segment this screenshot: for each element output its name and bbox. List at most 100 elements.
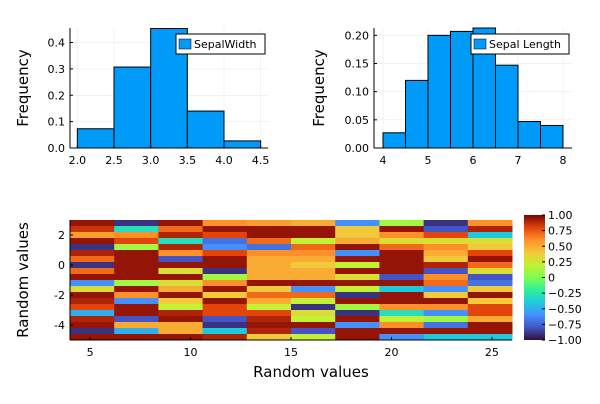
heatmap-cell: [467, 292, 513, 299]
x-tick-label: 5: [425, 154, 432, 167]
histogram-bar: [495, 64, 519, 149]
heatmap-cell: [158, 238, 204, 245]
heatmap-cell: [335, 304, 380, 311]
heatmap-cell: [467, 316, 513, 323]
heatmap-cell: [291, 226, 336, 233]
heatmap-cell: [335, 268, 380, 275]
heatmap-cell: [335, 316, 380, 323]
heatmap-cell: [467, 226, 513, 233]
heatmap-cell: [70, 304, 115, 311]
colorbar: 1.00 0.75 0.50 0.25 0 −0.25 −0.50 −0.75 −1.00: [524, 209, 582, 347]
heatmap-cell: [423, 232, 469, 239]
y-tick-label: 0.4: [48, 37, 66, 50]
colorbar-tick-label: −0.50: [548, 303, 582, 316]
heatmap-cell: [335, 256, 380, 263]
x-tick-label: 8: [560, 154, 567, 167]
heatmap-cell: [423, 298, 469, 305]
heatmap-cell: [246, 226, 292, 233]
heatmap-cell: [291, 250, 336, 257]
colorbar-tick-label: 0.50: [548, 240, 573, 253]
heatmap-cell: [70, 268, 115, 275]
heatmap-cell: [467, 304, 513, 311]
heatmap-cell: [335, 280, 380, 287]
heatmap-cell: [70, 328, 115, 335]
heatmap-cell: [379, 262, 425, 269]
heatmap-cell: [70, 292, 115, 299]
colorbar-tick-label: 1.00: [548, 209, 573, 222]
heatmap-cell: [202, 280, 248, 287]
heatmap-cell: [202, 292, 248, 299]
heatmap-cell: [70, 262, 115, 269]
x-tick-label: 15: [284, 346, 298, 359]
heatmap-cell: [70, 316, 115, 323]
histogram-bar: [517, 121, 541, 149]
heatmap-cell: [335, 328, 380, 335]
heatmap-cell: [158, 298, 204, 305]
heatmap-cell: [114, 220, 159, 227]
heatmap-cell: [423, 292, 469, 299]
heatmap-cell: [335, 220, 380, 227]
x-tick-label: 6: [470, 154, 477, 167]
y-tick-label: -2: [54, 289, 65, 302]
heatmap-cell: [379, 220, 425, 227]
y-tick-label: 0.3: [48, 63, 66, 76]
heatmap-cell: [246, 316, 292, 323]
heatmap-cell: [114, 286, 159, 293]
heatmap-cell: [291, 286, 336, 293]
heatmap-cell: [202, 244, 248, 251]
heatmap-cell: [70, 220, 115, 227]
legend-entry-label: SepalWidth: [194, 38, 257, 51]
histogram-bar: [427, 34, 451, 149]
x-tick-label: 7: [515, 154, 522, 167]
heatmap-cell: [335, 298, 380, 305]
heatmap-cell: [246, 250, 292, 257]
x-tick-label: 2.5: [105, 154, 123, 167]
y-tick-label: 0.15: [345, 57, 370, 70]
heatmap-cell: [467, 220, 513, 227]
heatmap-cell: [379, 322, 425, 329]
heatmap-cell: [423, 268, 469, 275]
heatmap-cell: [202, 286, 248, 293]
heatmap-cell: [114, 274, 159, 281]
x-tick-label: 4.5: [252, 154, 270, 167]
heatmap-cell: [202, 310, 248, 317]
heatmap-cell: [335, 322, 380, 329]
heatmap-cell: [114, 292, 159, 299]
heatmap-cell: [246, 322, 292, 329]
x-tick-label: 10: [184, 346, 198, 359]
heatmap-cell: [70, 244, 115, 251]
heatmap-cell: [114, 280, 159, 287]
heatmap-cell: [291, 280, 336, 287]
x-tick-label: 5: [87, 346, 94, 359]
histogram-bar: [405, 79, 429, 149]
colorbar-tick-label: 0: [548, 272, 555, 285]
heatmap-cell: [114, 232, 159, 239]
heatmap-cell: [423, 238, 469, 245]
heatmap-cell: [114, 262, 159, 269]
heatmap-cell: [379, 238, 425, 245]
histogram-bar: [113, 66, 152, 149]
heatmap-cell: [335, 244, 380, 251]
heatmap-cell: [467, 286, 513, 293]
heatmap-cell: [246, 256, 292, 263]
heatmap-cell: [70, 310, 115, 317]
heatmap-cell: [423, 226, 469, 233]
heatmap-cell: [114, 304, 159, 311]
x-tick-label: 25: [485, 346, 499, 359]
histogram-bar: [186, 110, 225, 149]
legend-box: [470, 33, 570, 55]
heatmap-cell: [423, 244, 469, 251]
heatmap-cell: [423, 274, 469, 281]
heatmap-cell: [158, 328, 204, 335]
x-tick-label: 4.0: [215, 154, 233, 167]
heatmap-cell: [335, 250, 380, 257]
heatmap-cell: [335, 232, 380, 239]
colorbar-tick-label: −0.75: [548, 318, 582, 331]
histogram-bar: [382, 132, 406, 149]
heatmap-cell: [246, 274, 292, 281]
x-tick-label: 2.0: [69, 154, 87, 167]
heatmap-cell: [379, 280, 425, 287]
legend: SepalWidth: [175, 33, 266, 55]
heatmap-cell: [423, 304, 469, 311]
